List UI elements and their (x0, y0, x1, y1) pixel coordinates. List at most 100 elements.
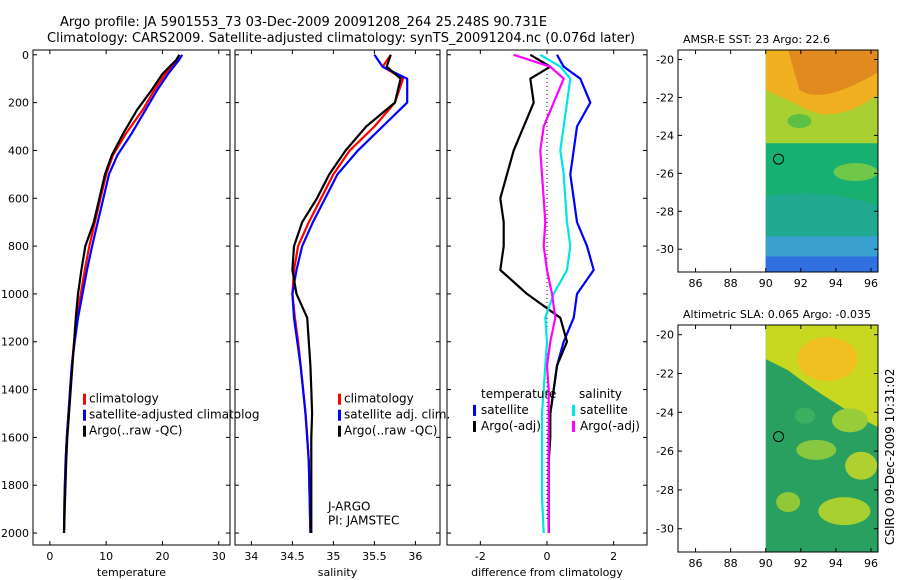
legend-label: climatology (89, 392, 159, 406)
x-tick-label: 86 (689, 277, 703, 290)
y-tick-label: -26 (656, 445, 674, 458)
y-tick-label: -22 (656, 91, 674, 104)
axes-frame (32, 49, 231, 546)
sla_map-field (765, 325, 878, 552)
map-title: Altimetric SLA: 0.065 Argo: -0.035 (683, 308, 871, 321)
legend-label: satellite (481, 403, 529, 417)
legend-swatch (473, 404, 476, 416)
float-position-marker (773, 153, 785, 165)
sla-patch (845, 451, 878, 480)
y-tick-label: 1000 (1, 288, 29, 301)
legend-swatch (338, 409, 341, 421)
legend-label: satellite (580, 403, 628, 417)
x-tick-label: 86 (689, 557, 703, 570)
series-line-temperature-satellite (547, 54, 595, 533)
y-tick-label: -28 (656, 484, 674, 497)
y-tick-label: 1600 (1, 431, 29, 444)
legend-title-temperature: temperature (481, 387, 556, 401)
y-tick-label: 200 (8, 97, 29, 110)
title-line-1: Argo profile: JA 5901553_73 03-Dec-2009 … (60, 15, 547, 30)
axes-frame (677, 49, 879, 273)
series-line-temperature-argo-adj- (499, 53, 569, 533)
series-line-salinity-satellite (539, 53, 572, 534)
float-position-marker (773, 431, 785, 443)
legend-label: Argo(..raw -QC) (89, 424, 182, 438)
x-tick-label: 20 (155, 550, 169, 563)
legend-swatch (572, 420, 575, 432)
x-tick-label: 92 (794, 277, 808, 290)
y-tick-label: -22 (656, 368, 674, 381)
sla_map-chart: Altimetric SLA: 0.065 Argo: -0.035 86 88 90… (656, 308, 879, 570)
legend-swatch (83, 425, 86, 437)
pi-annotation: J-ARGO (327, 499, 370, 513)
y-tick-label: 800 (8, 240, 29, 253)
x-tick-label: 34 (244, 550, 258, 563)
y-tick-label: -20 (656, 53, 674, 66)
axes-frame (234, 49, 441, 546)
x-tick-label: 0 (46, 550, 53, 563)
x-tick-label: 0 (544, 550, 551, 563)
sst-patch (787, 114, 812, 129)
series-line-argo-raw-qc- (291, 54, 402, 533)
legend-label: Argo(-adj) (580, 419, 640, 433)
y-tick-label: -24 (656, 129, 674, 142)
axes-frame (677, 324, 879, 553)
sla-patch (795, 407, 816, 424)
x-tick-label: 36 (408, 550, 422, 563)
x-tick-label: 92 (794, 557, 808, 570)
temperature-chart: 0 10 20 30 0 200 400 600 800 1000 1200 1400 1600 1800… (1, 49, 259, 579)
x-tick-label: 96 (864, 277, 878, 290)
y-tick-label: -28 (656, 205, 674, 218)
y-tick-label: -24 (656, 406, 674, 419)
y-tick-label: 2000 (1, 527, 29, 540)
y-tick-label: -20 (656, 329, 674, 342)
sst-patch (833, 163, 878, 182)
x-tick-label: 90 (759, 557, 773, 570)
legend-label: Argo(..raw -QC) (344, 424, 437, 438)
y-tick-label: 1200 (1, 336, 29, 349)
y-tick-label: 600 (8, 192, 29, 205)
x-tick-label: 2 (610, 550, 617, 563)
x-tick-label: 90 (759, 277, 773, 290)
sla-patch (831, 408, 868, 433)
sst_map-chart: AMSR-E SST: 23 Argo: 22.6 86 88 90 92 94 96 -20… (656, 33, 879, 290)
x-tick-label: 94 (829, 277, 843, 290)
x-tick-label: 88 (724, 557, 738, 570)
sst-coldest-band (765, 256, 878, 272)
x-axis-label: salinity (318, 566, 358, 579)
series-line-satellite-adjusted (291, 54, 409, 534)
series-line-climatology (62, 54, 181, 534)
series-line-argo-raw-qc- (62, 54, 181, 534)
x-tick-label: 96 (864, 557, 878, 570)
map-title: AMSR-E SST: 23 Argo: 22.6 (683, 33, 830, 46)
legend-label: satellite adj. clim. (344, 408, 450, 422)
y-tick-label: 1400 (1, 384, 29, 397)
legend-swatch (83, 409, 86, 421)
y-tick-label: 0 (22, 49, 29, 62)
sla-patch (796, 439, 837, 460)
legend-swatch (83, 393, 86, 405)
x-tick-label: 35.5 (362, 550, 387, 563)
salinity-chart: 34 34.5 35 35.5 36 salinity climatology satelli… (234, 49, 450, 579)
y-tick-label: 400 (8, 144, 29, 157)
x-tick-label: 34.5 (280, 550, 305, 563)
x-tick-label: 10 (99, 550, 113, 563)
y-tick-label: -30 (656, 523, 674, 536)
side-timestamp-label: CSIRO 09-Dec-2009 10:31:02 (883, 368, 897, 545)
x-tick-label: 35 (326, 550, 340, 563)
pi-annotation: PI: JAMSTEC (328, 513, 399, 527)
y-tick-label: -30 (656, 243, 674, 256)
legend-swatch (473, 420, 476, 432)
sst-hot-area (788, 50, 878, 95)
series-line-satellite-adjusted-climatology (62, 54, 184, 534)
y-tick-label: 1800 (1, 479, 29, 492)
x-tick-label: -2 (475, 550, 486, 563)
x-axis-label: difference from climatology (471, 566, 623, 579)
sla-patch (776, 492, 801, 513)
x-tick-label: 88 (724, 277, 738, 290)
series-line-salinity-argo-adj- (513, 53, 565, 533)
title-line-2: Climatology: CARS2009. Satellite-adjuste… (47, 31, 635, 46)
legend-swatch (338, 425, 341, 437)
sla-patch (818, 497, 871, 526)
